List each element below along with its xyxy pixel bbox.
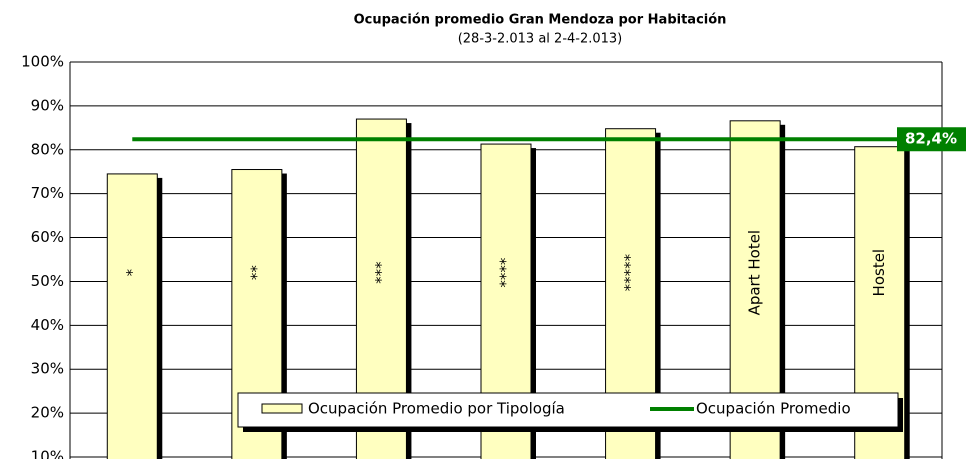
y-tick-label: 40% xyxy=(31,316,64,334)
legend-label: Ocupación Promedio por Tipología xyxy=(308,400,565,418)
chart-subtitle: (28-3-2.013 al 2-4-2.013) xyxy=(458,32,623,47)
y-tick-label: 100% xyxy=(21,53,64,71)
category-label: ** xyxy=(247,265,265,281)
bar xyxy=(106,173,158,459)
category-label: * xyxy=(123,268,141,276)
y-tick-label: 50% xyxy=(31,272,64,290)
y-tick-label: 80% xyxy=(31,140,64,158)
y-tick-label: 20% xyxy=(31,404,64,422)
average-label-box xyxy=(897,127,966,152)
y-tick-label: 60% xyxy=(31,228,64,246)
category-label: Apart Hotel xyxy=(746,230,764,316)
y-tick-label: 90% xyxy=(31,96,64,114)
average-label: 82,4% xyxy=(905,130,957,148)
category-label: ***** xyxy=(621,253,639,291)
y-tick-label: 10% xyxy=(31,448,64,459)
category-label: *** xyxy=(372,261,390,284)
legend-label: Ocupación Promedio xyxy=(696,400,851,418)
y-tick-label: 30% xyxy=(31,360,64,378)
category-label: **** xyxy=(497,257,515,288)
chart-title: Ocupación promedio Gran Mendoza por Habi… xyxy=(354,13,727,28)
legend-swatch xyxy=(261,403,303,414)
legend xyxy=(237,392,899,428)
category-label: Hostel xyxy=(870,249,888,297)
y-tick-label: 70% xyxy=(31,184,64,202)
